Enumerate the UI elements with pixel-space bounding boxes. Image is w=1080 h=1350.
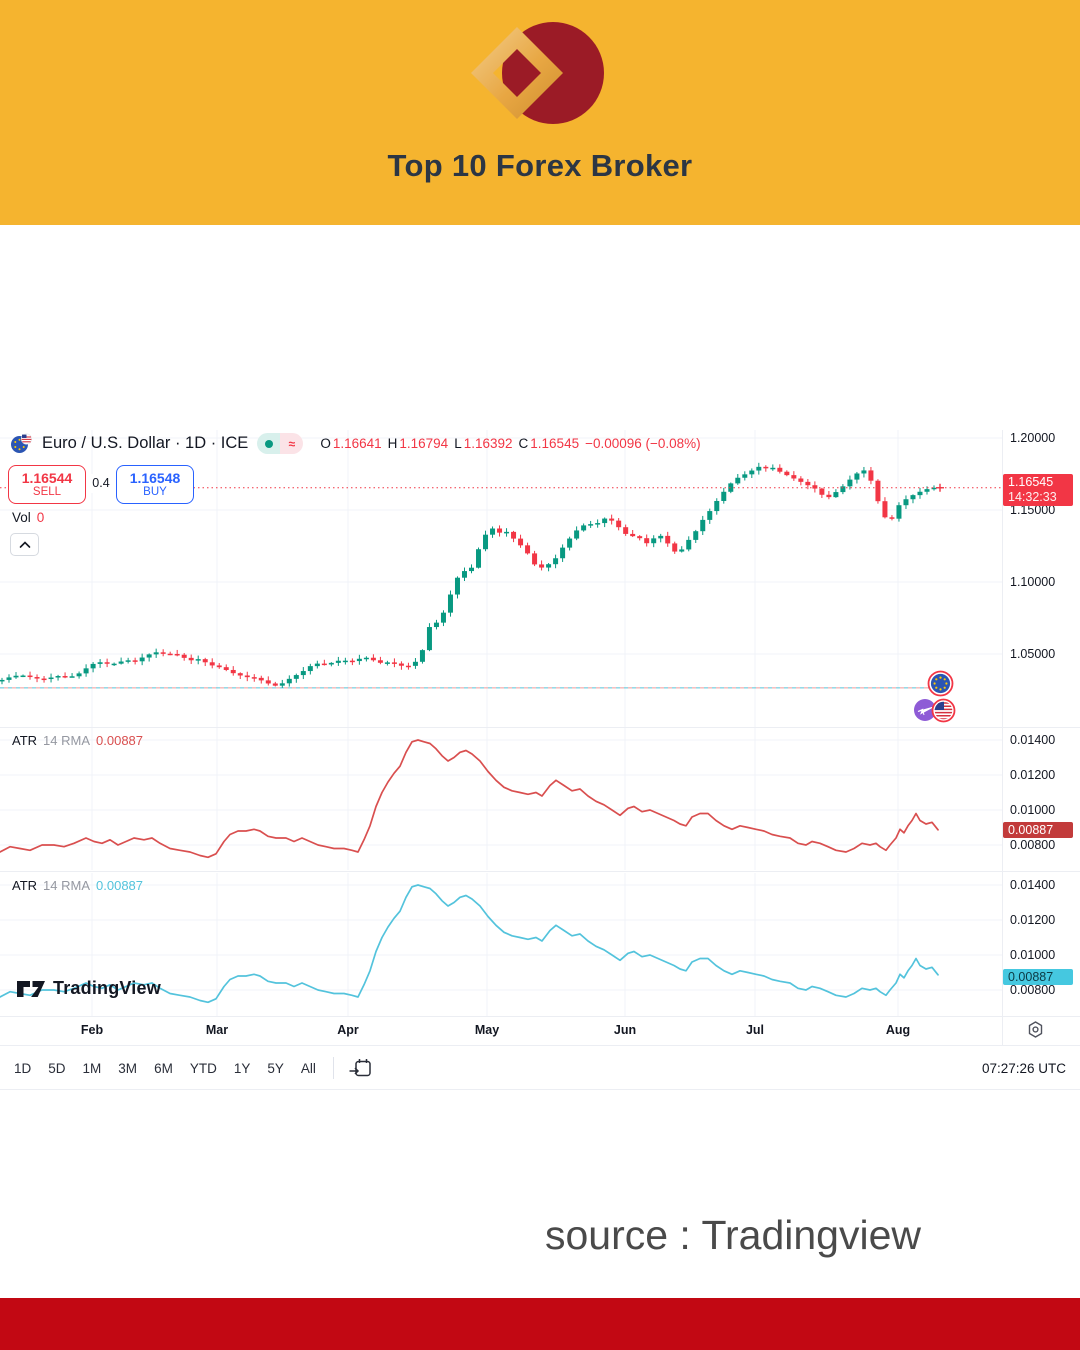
candlestick-pane[interactable] <box>0 430 1002 727</box>
close-label: C <box>518 436 529 451</box>
volume-value: 0 <box>36 510 45 525</box>
month-label-aug: Aug <box>885 1023 911 1037</box>
current-price: 1.16545 <box>1008 475 1054 489</box>
price-axis-divider[interactable] <box>1002 430 1003 1045</box>
month-label-jul: Jul <box>745 1023 765 1037</box>
volume-row: Vol 0 <box>12 510 44 525</box>
range-tab-3m[interactable]: 3M <box>118 1060 138 1076</box>
buy-price: 1.16548 <box>129 469 181 486</box>
atr-pane-red[interactable] <box>0 728 1002 870</box>
chevron-up-icon <box>19 540 30 548</box>
green-dot-icon <box>264 439 273 448</box>
atr1-value: 0.00887 <box>96 733 144 748</box>
pane-separator <box>0 1016 1080 1017</box>
axis-label: 1.10000 <box>1010 575 1056 589</box>
atr2-header[interactable]: ATR 14 RMA 0.00887 <box>12 878 143 893</box>
atr1-header[interactable]: ATR 14 RMA 0.00887 <box>12 733 143 748</box>
footer-red-bar <box>0 1298 1080 1350</box>
atr2-value: 0.00887 <box>96 878 144 893</box>
axis-label: 0.00800 <box>1010 838 1056 852</box>
banner: Top 10 Forex Broker <box>0 0 1080 225</box>
us-flag-icon <box>931 698 956 723</box>
atr1-value-badge: 0.00887 <box>1003 822 1073 838</box>
range-tab-1m[interactable]: 1M <box>82 1060 102 1076</box>
range-tab-1d[interactable]: 1D <box>14 1060 32 1076</box>
volume-label[interactable]: Vol <box>12 510 31 525</box>
axis-label: 0.01200 <box>1010 768 1056 782</box>
ohlc-row: O 1.16641 H 1.16794 L 1.16392 C 1.16545 −0.0… <box>320 436 700 451</box>
market-status-pill[interactable]: ≈ <box>257 433 304 454</box>
atr2-name: ATR <box>12 878 38 893</box>
axis-label: 0.00800 <box>1010 983 1056 997</box>
range-tab-6m[interactable]: 6M <box>154 1060 173 1076</box>
eurusd-flag-icon <box>11 433 32 453</box>
month-label-feb: Feb <box>80 1023 104 1037</box>
low-label: L <box>454 436 462 451</box>
source-caption: source : Tradingview <box>544 1212 921 1258</box>
pane-separator[interactable] <box>0 727 1080 728</box>
sell-price: 1.16544 <box>21 469 73 486</box>
axis-label: 0.01400 <box>1010 733 1056 747</box>
range-tab-1y[interactable]: 1Y <box>233 1060 251 1076</box>
month-label-jun: Jun <box>613 1023 637 1037</box>
axis-label: 1.15000 <box>1010 503 1056 517</box>
banner-title: Top 10 Forex Broker <box>387 148 693 183</box>
time-axis[interactable]: Feb Mar Apr May Jun Jul Aug <box>0 1016 1002 1045</box>
atr1-params: 14 RMA <box>43 733 91 748</box>
tradingview-watermark[interactable]: TradingView <box>16 978 161 999</box>
low-value: 1.16392 <box>463 436 513 451</box>
sell-button[interactable]: 1.16544 SELL <box>8 465 86 504</box>
atr2-params: 14 RMA <box>43 878 91 893</box>
high-label: H <box>387 436 398 451</box>
month-label-mar: Mar <box>205 1023 229 1037</box>
spread-value: 0.4 <box>86 474 116 493</box>
axis-label: 0.01200 <box>1010 913 1056 927</box>
atr1-name: ATR <box>12 733 38 748</box>
bar-countdown: 14:32:33 <box>1008 490 1057 504</box>
atr2-value-badge: 0.00887 <box>1003 969 1073 985</box>
eu-flag-icon <box>927 670 954 697</box>
tradingview-logo-icon <box>17 980 45 997</box>
buy-label: BUY <box>143 485 167 498</box>
pane-separator[interactable] <box>0 871 1080 872</box>
change-value: −0.00096 (−0.08%) <box>585 436 701 451</box>
broker-logo-icon <box>471 22 604 124</box>
open-label: O <box>320 436 331 451</box>
bottom-toolbar: 1D 5D 1M 3M 6M YTD 1Y 5Y All 07:27:26 UTC <box>0 1045 1080 1090</box>
month-label-may: May <box>474 1023 500 1037</box>
axis-label: 0.01400 <box>1010 878 1056 892</box>
atr-pane-cyan[interactable] <box>0 873 1002 1016</box>
buy-button[interactable]: 1.16548 BUY <box>116 465 194 504</box>
current-price-badge: 1.16545 14:32:33 <box>1003 474 1073 506</box>
axis-label: 0.01000 <box>1010 948 1056 962</box>
utc-clock[interactable]: 07:27:26 UTC <box>981 1060 1066 1076</box>
axis-label: 0.01000 <box>1010 803 1056 817</box>
range-tab-5y[interactable]: 5Y <box>267 1060 284 1076</box>
go-to-date-icon[interactable] <box>348 1057 373 1080</box>
trading-chart: Euro / U.S. Dollar · 1D · ICE ≈ O 1.16641… <box>0 430 1080 1090</box>
chart-bottom-border <box>0 1089 1080 1090</box>
symbol-header: Euro / U.S. Dollar · 1D · ICE ≈ O 1.16641… <box>10 433 701 454</box>
collapse-pane-button[interactable] <box>10 533 39 556</box>
range-tab-all[interactable]: All <box>300 1060 316 1076</box>
trade-buttons: 1.16544 SELL 1.16548 BUY <box>8 465 194 504</box>
high-value: 1.16794 <box>399 436 449 451</box>
open-value: 1.16641 <box>332 436 382 451</box>
symbol-title[interactable]: Euro / U.S. Dollar · 1D · ICE <box>42 434 249 452</box>
range-tabs: 1D 5D 1M 3M 6M YTD 1Y 5Y All <box>14 1061 333 1076</box>
market-open-indicator <box>257 433 281 454</box>
tradingview-watermark-text: TradingView <box>53 978 161 998</box>
axis-label: 1.20000 <box>1010 431 1056 445</box>
airplane-badge-icon <box>914 699 936 721</box>
range-tab-5d[interactable]: 5D <box>48 1060 66 1076</box>
delayed-data-icon: ≈ <box>280 433 304 454</box>
gear-icon[interactable] <box>1026 1020 1045 1039</box>
toolbar-separator <box>332 1057 334 1079</box>
close-value: 1.16545 <box>530 436 580 451</box>
sell-label: SELL <box>32 485 62 498</box>
axis-label: 1.05000 <box>1010 647 1056 661</box>
month-label-apr: Apr <box>337 1023 359 1037</box>
range-tab-ytd[interactable]: YTD <box>189 1060 217 1076</box>
